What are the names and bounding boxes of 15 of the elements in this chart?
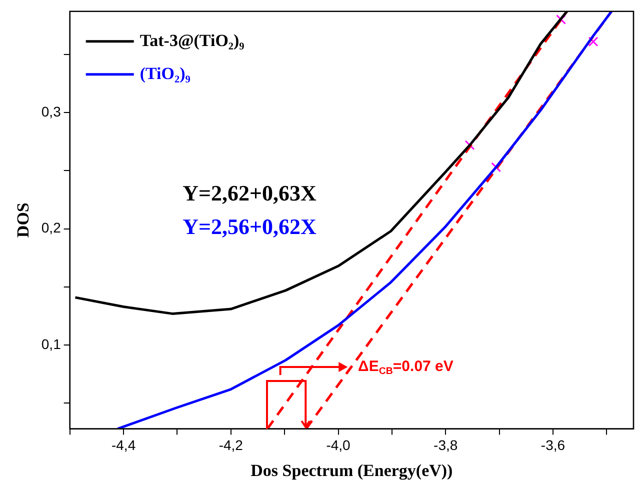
x-tick-label: -3,6 bbox=[540, 437, 566, 454]
x-tick-label: -4,0 bbox=[326, 437, 351, 454]
x-tick-label: -4,4 bbox=[111, 437, 136, 454]
annotation: Y=2,62+0,63X bbox=[182, 180, 317, 206]
legend-label: (TiO₂)₉ bbox=[140, 64, 190, 83]
x-tick-label: -4,2 bbox=[218, 437, 244, 454]
y-tick-label: 0,1 bbox=[41, 336, 62, 352]
y-axis-title: DOS bbox=[14, 202, 33, 238]
annotation: Y=2,56+0,62X bbox=[182, 214, 317, 240]
legend-label: Tat-3@(TiO₂)₉ bbox=[140, 30, 244, 50]
y-tick-label: 0,3 bbox=[41, 103, 62, 120]
y-tick-label: 0,2 bbox=[41, 220, 62, 236]
x-axis-title: Dos Spectrum (Energy(eV)) bbox=[250, 461, 453, 480]
point bbox=[588, 36, 598, 47]
x-tick-label: -3,8 bbox=[434, 437, 458, 454]
